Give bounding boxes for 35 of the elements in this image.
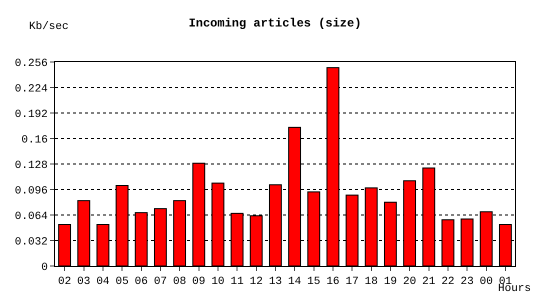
x-tick-label: 21 [422, 276, 436, 288]
x-tick-label: 04 [96, 276, 110, 288]
y-tick-label: 0.128 [14, 160, 48, 172]
x-tick-label: 23 [460, 276, 474, 288]
x-tick-label: 00 [480, 276, 493, 288]
x-tick-label: 05 [115, 276, 129, 288]
x-tick-label: 14 [288, 276, 302, 288]
x-tick-label: 13 [268, 276, 282, 288]
y-tick-label: 0.032 [14, 236, 48, 248]
x-tick-label: 19 [384, 276, 398, 288]
x-tick-label: 22 [441, 276, 455, 288]
x-tick-label: 07 [154, 276, 168, 288]
x-tick-label: 16 [326, 276, 340, 288]
y-tick-label: 0.064 [14, 210, 48, 223]
x-tick-label: 02 [58, 276, 72, 288]
x-tick-label: 15 [307, 276, 320, 288]
y-tick-label: 0.224 [14, 83, 48, 96]
x-tick-label: 08 [172, 276, 186, 288]
x-tick-label: 03 [77, 276, 90, 288]
y-tick-label: 0 [41, 262, 48, 274]
y-tick-label: 0.16 [21, 134, 48, 146]
y-tick-label: 0.096 [14, 185, 48, 198]
x-tick-label: 10 [211, 276, 225, 288]
x-tick-label: 06 [134, 276, 148, 288]
x-tick-label: 12 [250, 276, 263, 288]
x-axis-title: Hours [498, 283, 532, 295]
y-axis-title: Kb/sec [29, 21, 69, 33]
chart-title: Incoming articles (size) [188, 16, 362, 30]
y-tick-label: 0.192 [14, 108, 48, 121]
y-tick-label: 0.256 [14, 58, 48, 70]
x-tick-label: 18 [364, 276, 378, 288]
x-tick-label: 17 [345, 276, 359, 288]
x-tick-label: 11 [230, 276, 244, 288]
x-tick-label: 09 [192, 276, 206, 288]
x-tick-label: 20 [402, 276, 416, 288]
